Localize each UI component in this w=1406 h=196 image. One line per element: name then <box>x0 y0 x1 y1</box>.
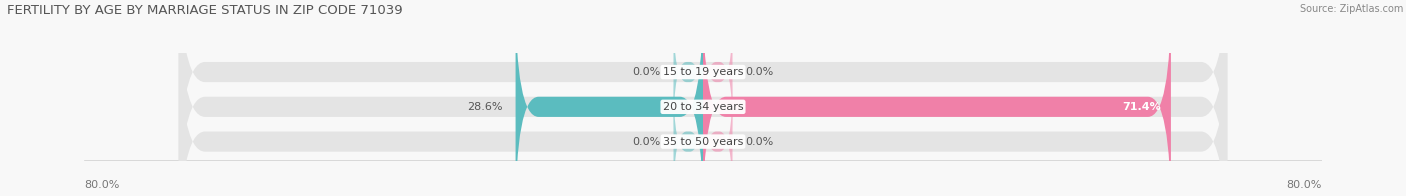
Text: 0.0%: 0.0% <box>745 137 773 147</box>
FancyBboxPatch shape <box>673 13 703 132</box>
Text: 80.0%: 80.0% <box>84 180 120 190</box>
Text: 35 to 50 years: 35 to 50 years <box>662 137 744 147</box>
Text: 28.6%: 28.6% <box>467 102 502 112</box>
FancyBboxPatch shape <box>703 0 1171 196</box>
FancyBboxPatch shape <box>703 13 733 132</box>
Text: 0.0%: 0.0% <box>745 67 773 77</box>
Text: 15 to 19 years: 15 to 19 years <box>662 67 744 77</box>
FancyBboxPatch shape <box>179 0 1227 196</box>
Text: 0.0%: 0.0% <box>633 137 661 147</box>
Text: 71.4%: 71.4% <box>1122 102 1161 112</box>
Text: 80.0%: 80.0% <box>1286 180 1322 190</box>
FancyBboxPatch shape <box>179 0 1227 196</box>
Text: 20 to 34 years: 20 to 34 years <box>662 102 744 112</box>
Text: 0.0%: 0.0% <box>633 67 661 77</box>
FancyBboxPatch shape <box>673 82 703 196</box>
FancyBboxPatch shape <box>179 13 1227 196</box>
Text: FERTILITY BY AGE BY MARRIAGE STATUS IN ZIP CODE 71039: FERTILITY BY AGE BY MARRIAGE STATUS IN Z… <box>7 4 402 17</box>
Text: Source: ZipAtlas.com: Source: ZipAtlas.com <box>1299 4 1403 14</box>
FancyBboxPatch shape <box>516 0 703 196</box>
FancyBboxPatch shape <box>703 82 733 196</box>
